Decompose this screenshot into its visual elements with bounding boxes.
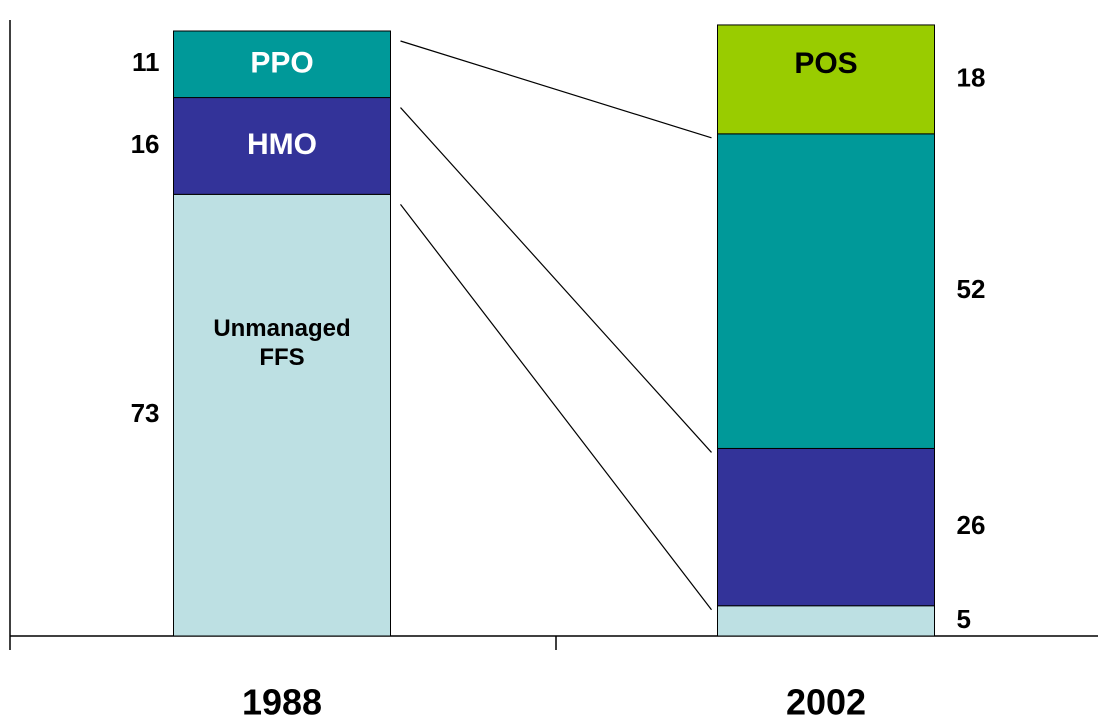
bar-segment [173, 193, 391, 637]
bar-segment [717, 605, 935, 637]
value-label: 73 [131, 398, 160, 428]
value-label: 11 [132, 47, 160, 77]
connector-line [400, 203, 712, 611]
series-label: PPO [250, 46, 313, 79]
connector-line [400, 40, 712, 139]
bar-segment [717, 133, 935, 449]
series-label: Unmanaged FFS [213, 315, 350, 371]
value-label: 18 [957, 62, 986, 92]
bar-segment [717, 24, 935, 135]
x-tick-label: 2002 [786, 682, 866, 723]
x-tick-label: 1988 [242, 682, 322, 723]
series-label: POS [794, 47, 857, 80]
series-label: HMO [247, 128, 317, 161]
value-label: 52 [957, 274, 986, 304]
value-label: 26 [957, 510, 986, 540]
bar-segment [173, 30, 391, 99]
value-label: 16 [131, 129, 160, 159]
bar-segment [717, 447, 935, 607]
connector-line [400, 107, 712, 453]
value-label: 5 [957, 604, 971, 634]
